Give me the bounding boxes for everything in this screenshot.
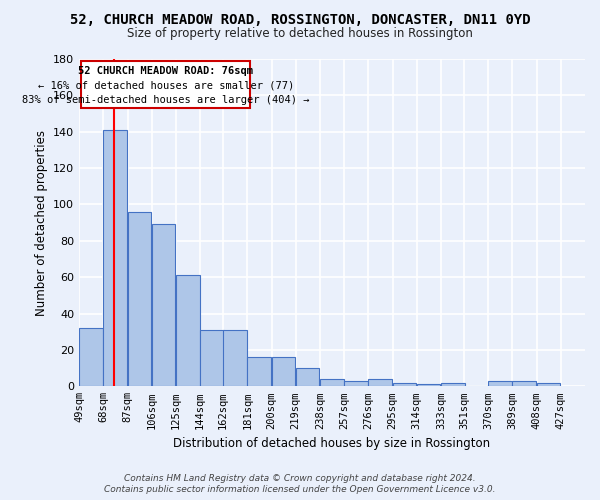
Bar [344,381,368,386]
Bar [512,381,536,386]
Bar [536,382,560,386]
Text: ← 16% of detached houses are smaller (77): ← 16% of detached houses are smaller (77… [38,81,294,91]
Bar [296,368,319,386]
Bar [247,357,271,386]
X-axis label: Distribution of detached houses by size in Rossington: Distribution of detached houses by size … [173,437,491,450]
Bar [79,328,103,386]
Bar [128,212,151,386]
Bar [392,382,416,386]
Bar [368,379,392,386]
FancyBboxPatch shape [81,61,250,108]
Bar [441,382,464,386]
Bar [320,379,344,386]
Bar [272,357,295,386]
Bar [103,130,127,386]
Text: 83% of semi-detached houses are larger (404) →: 83% of semi-detached houses are larger (… [22,96,310,106]
Bar [152,224,175,386]
Bar [200,330,224,386]
Bar [488,381,512,386]
Bar [417,384,440,386]
Text: 52, CHURCH MEADOW ROAD, ROSSINGTON, DONCASTER, DN11 0YD: 52, CHURCH MEADOW ROAD, ROSSINGTON, DONC… [70,12,530,26]
Text: 52 CHURCH MEADOW ROAD: 76sqm: 52 CHURCH MEADOW ROAD: 76sqm [78,66,253,76]
Text: Size of property relative to detached houses in Rossington: Size of property relative to detached ho… [127,28,473,40]
Bar [223,330,247,386]
Bar [176,276,200,386]
Text: Contains HM Land Registry data © Crown copyright and database right 2024.
Contai: Contains HM Land Registry data © Crown c… [104,474,496,494]
Y-axis label: Number of detached properties: Number of detached properties [35,130,47,316]
